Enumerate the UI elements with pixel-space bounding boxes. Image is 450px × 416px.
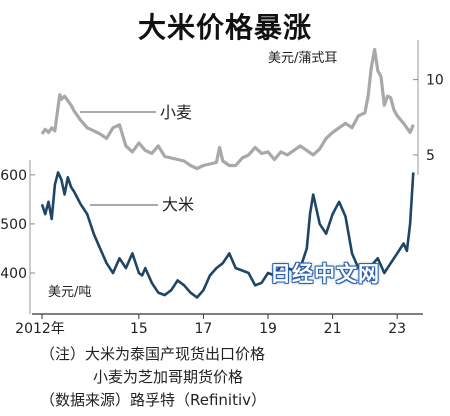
note-wheat: 小麦为芝加哥期货价格	[93, 368, 244, 386]
x-tick-label: 15	[130, 321, 148, 337]
right-tick-label: 5	[426, 148, 435, 164]
x-tick-label: 17	[195, 321, 213, 337]
note-rice: （注）大米为泰国产现货出口价格	[40, 345, 266, 363]
right-tick-label: 10	[426, 73, 444, 89]
series-line-wheat	[40, 47, 415, 171]
series-layer	[40, 47, 415, 299]
watermark-logo: 日经中文网	[270, 262, 380, 286]
series-line-rice	[40, 171, 415, 299]
x-tick-label: 21	[324, 321, 342, 337]
left-tick-label: 400	[0, 266, 27, 282]
x-tick-label: 19	[259, 321, 277, 337]
page-title: 大米价格暴涨	[137, 11, 312, 44]
note-source: （数据来源）路孚特（Refinitiv）	[40, 391, 267, 409]
left-tick-label: 500	[0, 217, 27, 233]
right-axis-unit-label: 美元/蒲式耳	[268, 51, 337, 66]
left-axis-unit-label: 美元/吨	[48, 285, 91, 300]
right-axis-ticks: 5 10	[413, 73, 444, 164]
series-label-rice: 大米	[162, 195, 194, 214]
x-tick-label: 2012年	[15, 321, 65, 337]
series-label-wheat: 小麦	[160, 103, 192, 122]
left-tick-label: 600	[0, 168, 27, 184]
left-axis-ticks: 400 500 600	[0, 168, 35, 282]
x-axis-ticks: 2012年 15 17 19 21 23	[15, 314, 406, 337]
x-tick-label: 23	[388, 321, 406, 337]
